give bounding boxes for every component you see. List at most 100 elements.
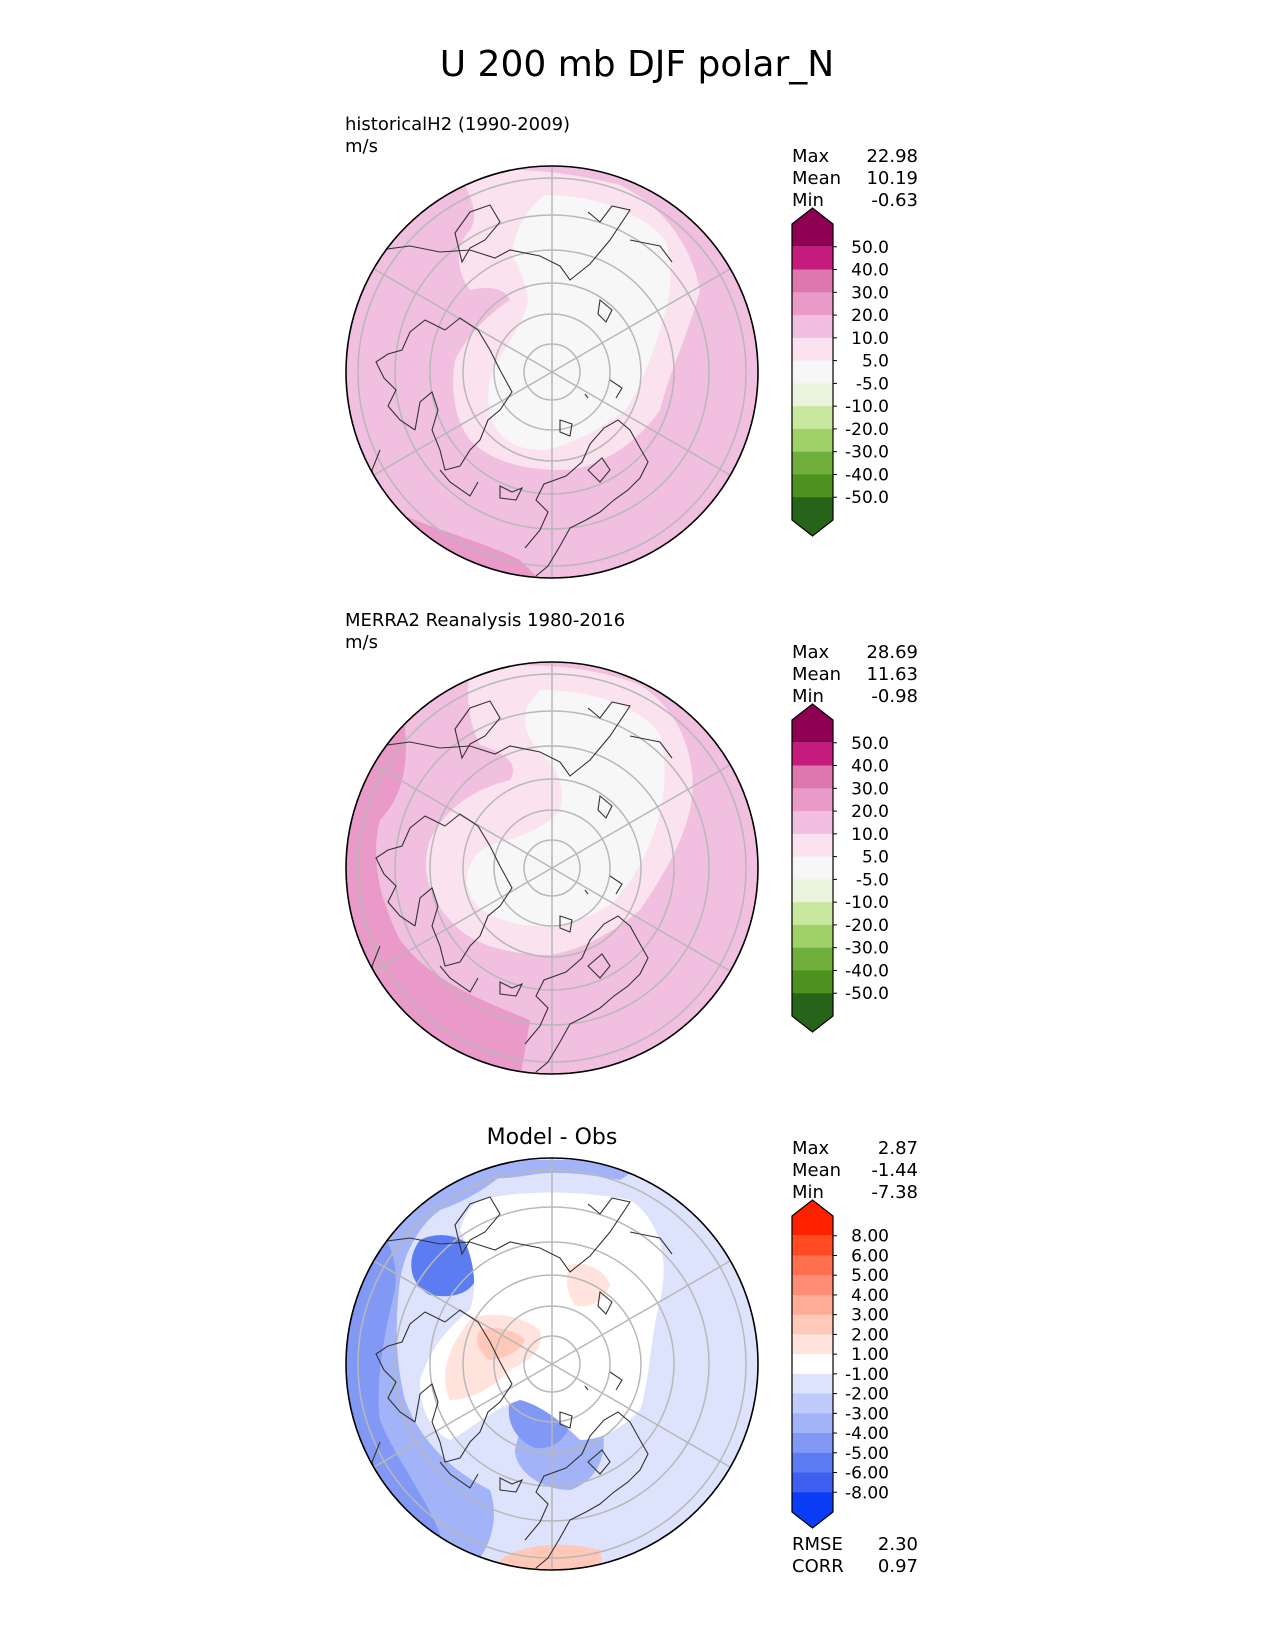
colorbar-tick-label: -30.0 — [845, 939, 889, 959]
colorbar-tick-label: 20.0 — [851, 802, 889, 822]
colorbar-tick-label: -5.00 — [845, 1444, 889, 1464]
colorbar-segment — [792, 1294, 833, 1316]
metric-rmse-label: RMSE — [792, 1534, 843, 1555]
colorbar-tick-label: 6.00 — [851, 1246, 889, 1266]
colorbar-tick-label: -50.0 — [845, 488, 889, 508]
colorbar-segment — [792, 924, 833, 949]
colorbar-segment — [792, 1334, 833, 1355]
colorbar-tick-label: -4.00 — [845, 1424, 889, 1444]
colorbar-tick-label: 5.0 — [862, 848, 889, 868]
colorbar-tick-label: -30.0 — [845, 443, 889, 463]
map-boundary — [345, 661, 759, 1075]
stat-max-value: 28.69 — [866, 642, 918, 663]
colorbar-tick-label: 2.00 — [851, 1325, 889, 1345]
colorbar-tick-label: 50.0 — [851, 734, 889, 754]
colorbar-segment — [792, 879, 833, 903]
stat-max-value: 2.87 — [878, 1138, 918, 1159]
colorbar-segment — [792, 406, 833, 430]
colorbar: 50.0 40.030.0 20.0 10.0 5.0-5.0 -10.0 -20.0 -30… — [791, 207, 889, 537]
panel-diff: Model - Obs Max 2.87 Mean -1.44 Min — [345, 1125, 918, 1577]
colorbar-segment — [792, 451, 833, 475]
field-fill-2-3-b — [500, 1544, 602, 1570]
colorbar-segment — [792, 497, 833, 536]
colorbar-tick-label: 10.0 — [851, 825, 889, 845]
stats-block: Max 28.69 Mean 11.63 Min -0.98 — [792, 642, 918, 707]
colorbar-tick-label: 3.00 — [851, 1306, 889, 1326]
stats-block: Max 22.98 Mean 10.19 Min -0.63 — [792, 146, 918, 211]
stat-min-label: Min — [792, 686, 824, 707]
colorbar-segment — [792, 269, 833, 293]
stat-mean-label: Mean — [792, 664, 841, 685]
stat-mean-value: 11.63 — [866, 664, 918, 685]
panel-title: Model - Obs — [487, 1125, 618, 1150]
colorbar-segment — [792, 246, 833, 271]
colorbar-tick-label: 1.00 — [851, 1345, 889, 1365]
colorbar-segment — [792, 833, 833, 858]
colorbar-segment — [792, 1235, 833, 1256]
colorbar-segment — [792, 428, 833, 453]
colorbar-segment — [792, 811, 833, 835]
colorbar-segment — [792, 970, 833, 994]
colorbar-segment — [792, 383, 833, 407]
colorbar-tick-label: -20.0 — [845, 420, 889, 440]
colorbar-segment — [792, 704, 833, 743]
colorbar-tick-label: -50.0 — [845, 984, 889, 1004]
colorbar-tick-label: -40.0 — [845, 465, 889, 485]
colorbar-segment — [792, 1314, 833, 1335]
colorbar-segment — [792, 1413, 833, 1434]
colorbar-segment — [792, 337, 833, 362]
stat-mean-value: 10.19 — [866, 168, 918, 189]
colorbar-segment — [792, 474, 833, 498]
polar-map — [346, 166, 758, 578]
colorbar: 8.006.005.004.003.002.001.00-1.00-2.00-3… — [791, 1199, 889, 1529]
stat-max-label: Max — [792, 146, 830, 167]
colorbar-segment — [792, 1354, 833, 1375]
colorbar-segment — [792, 1472, 833, 1493]
metrics-block: RMSE 2.30 CORR 0.97 — [792, 1534, 918, 1577]
stat-mean-label: Mean — [792, 1160, 841, 1181]
colorbar-segment — [792, 947, 833, 971]
colorbar-outline — [791, 207, 834, 537]
panel-label: historicalH2 (1990-2009) — [345, 114, 570, 135]
colorbar-tick-label: 5.0 — [862, 352, 889, 372]
colorbar-tick-label: 50.0 — [851, 238, 889, 258]
colorbar-tick-label: -5.0 — [856, 870, 889, 890]
field-fill-2-3 — [477, 1328, 525, 1360]
colorbar-tick-label: 5.00 — [851, 1266, 889, 1286]
colorbar-tick-label: 10.0 — [851, 329, 889, 349]
colorbar-segment — [792, 208, 833, 247]
colorbar-segment — [792, 993, 833, 1032]
colorbar-tick-label: 30.0 — [851, 779, 889, 799]
stat-min-value: -0.98 — [871, 686, 918, 707]
panel-units: m/s — [345, 632, 378, 653]
colorbar-tick-label: -20.0 — [845, 916, 889, 936]
stat-max-label: Max — [792, 1138, 830, 1159]
metric-corr-label: CORR — [792, 1556, 844, 1577]
colorbar-segment — [792, 360, 833, 384]
colorbar-tick-label: -40.0 — [845, 961, 889, 981]
field-fill-neg2-neg1-b — [640, 1200, 732, 1530]
colorbar-segment — [792, 1373, 833, 1395]
colorbar-segment — [792, 1393, 833, 1414]
stat-min-value: -7.38 — [871, 1182, 918, 1203]
panel-units: m/s — [345, 136, 378, 157]
stat-min-value: -0.63 — [871, 190, 918, 211]
colorbar-tick-label: 4.00 — [851, 1286, 889, 1306]
colorbar-segment — [792, 742, 833, 767]
colorbar-tick-label: -3.00 — [845, 1404, 889, 1424]
panel-model: historicalH2 (1990-2009) m/s Max 22.98 M… — [345, 114, 918, 579]
stat-max-value: 22.98 — [866, 146, 918, 167]
map-boundary — [345, 165, 759, 579]
colorbar-segment — [792, 292, 833, 316]
polar-map — [346, 1158, 758, 1570]
stat-mean-value: -1.44 — [871, 1160, 918, 1181]
colorbar-outline — [791, 1199, 834, 1529]
colorbar-tick-label: 8.00 — [851, 1227, 889, 1247]
colorbar-segment — [792, 315, 833, 339]
colorbar-segment — [792, 1275, 833, 1296]
colorbar-segment — [792, 902, 833, 926]
colorbar-tick-label: 40.0 — [851, 757, 889, 777]
colorbar-segment — [792, 1255, 833, 1276]
colorbar: 50.0 40.030.0 20.0 10.0 5.0-5.0 -10.0 -20.0 -30… — [791, 703, 889, 1033]
